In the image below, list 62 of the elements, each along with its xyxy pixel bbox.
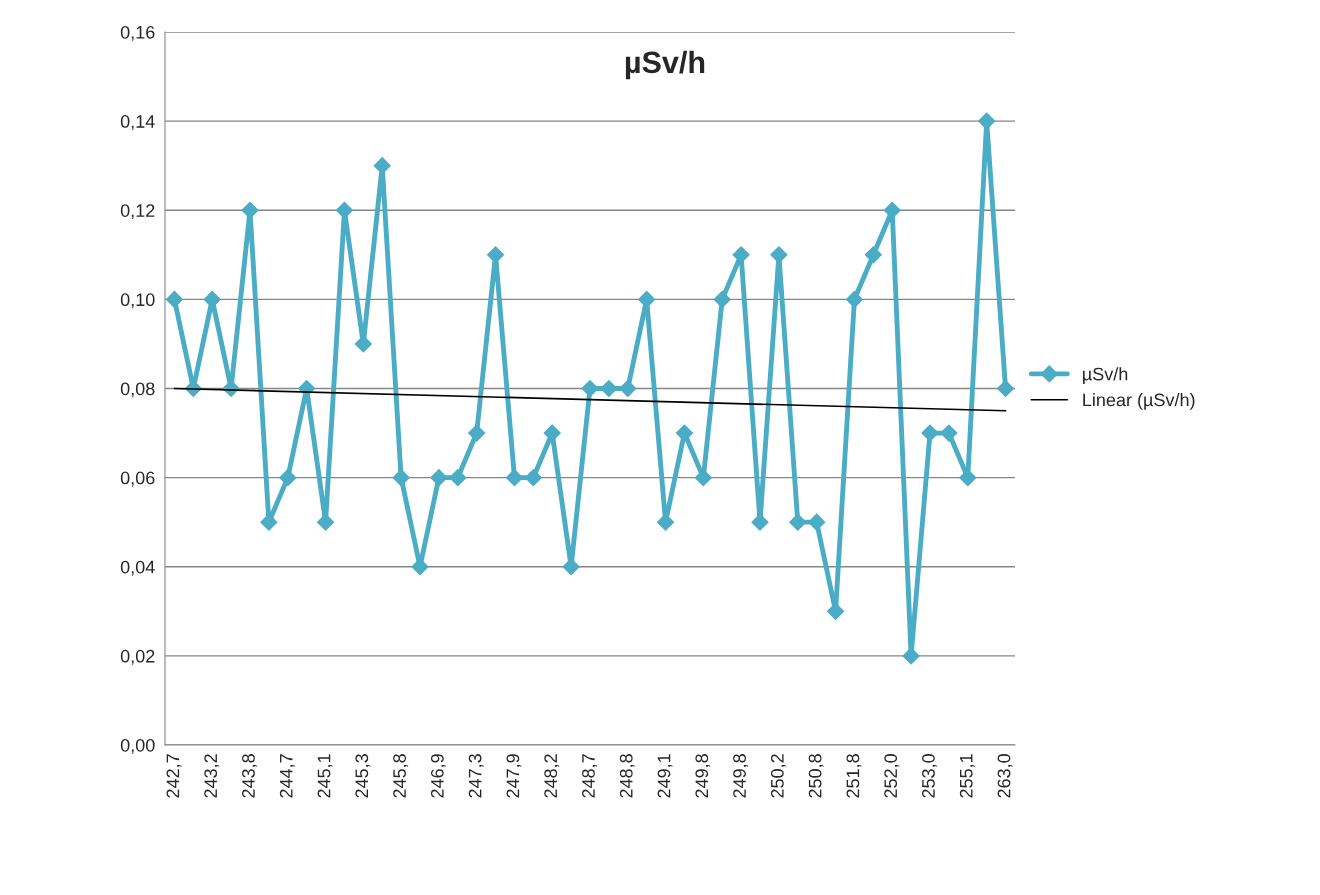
point [335,201,353,219]
x-tick-label: 253,0 [922,754,937,798]
x-tick-label: 252,0 [884,754,900,798]
point [770,246,788,264]
x-tick-label: 248,7 [582,754,597,798]
y-tick-label: 0,16 [120,25,155,41]
point [694,469,712,487]
point [978,112,996,130]
point [808,513,826,531]
x-tick-label: 245,1 [317,754,333,798]
y-tick-label: 0,10 [120,293,155,309]
y-tick-label: 0,12 [120,204,155,220]
point [430,469,448,487]
point [505,469,523,487]
point [902,647,920,665]
x-tick-label: 248,2 [544,754,560,798]
x-tick-label: 263,0 [997,754,1013,798]
point [581,379,599,398]
point [883,201,901,219]
x-tick-label: 248,8 [619,754,635,798]
point [940,424,958,442]
point [165,290,183,308]
point [468,424,486,442]
x-tick-label: 255,1 [959,754,975,798]
x-tick-label: 245,3 [355,754,371,798]
y-tick-label: 0,00 [120,738,155,754]
y-tick-label: 0,02 [120,649,155,665]
x-tick-label: 247,3 [468,754,484,798]
point [392,469,410,487]
x-tick-label: 249,1 [657,754,673,798]
y-tick-label: 0,06 [120,471,155,487]
legend-label: µSv/h [1083,367,1128,384]
point [524,469,542,487]
x-tick-label: 245,8 [393,754,409,798]
y-tick-label: 0,08 [120,382,155,398]
point [959,469,977,487]
y-tick-label: 0,14 [120,115,155,130]
point [638,290,656,308]
x-tick-label: 249,8 [695,754,711,798]
point [864,246,882,264]
text: µSv/h [625,50,705,80]
x-tick-label: 243,8 [242,754,257,798]
x-tick-label: 250,8 [808,754,824,798]
x-tick-label: 243,2 [204,754,220,798]
point [921,424,939,442]
point [713,290,731,308]
y-tick-label: 0,04 [120,560,155,576]
x-tick-label: 242,7 [166,754,182,798]
point [997,379,1015,398]
point [279,469,297,487]
point [789,513,807,531]
x-tick-label: 246,9 [430,754,446,798]
point [845,290,863,308]
point [619,379,637,398]
point [241,201,259,219]
x-tick-label: 244,7 [279,754,295,798]
legend-label: Linear (µSv/h) [1083,393,1195,410]
point [449,469,467,487]
x-tick-label: 251,8 [846,754,862,798]
x-tick-label: 249,8 [733,754,749,798]
x-tick-label: 247,9 [506,754,522,798]
x-tick-label: 250,2 [770,754,786,798]
